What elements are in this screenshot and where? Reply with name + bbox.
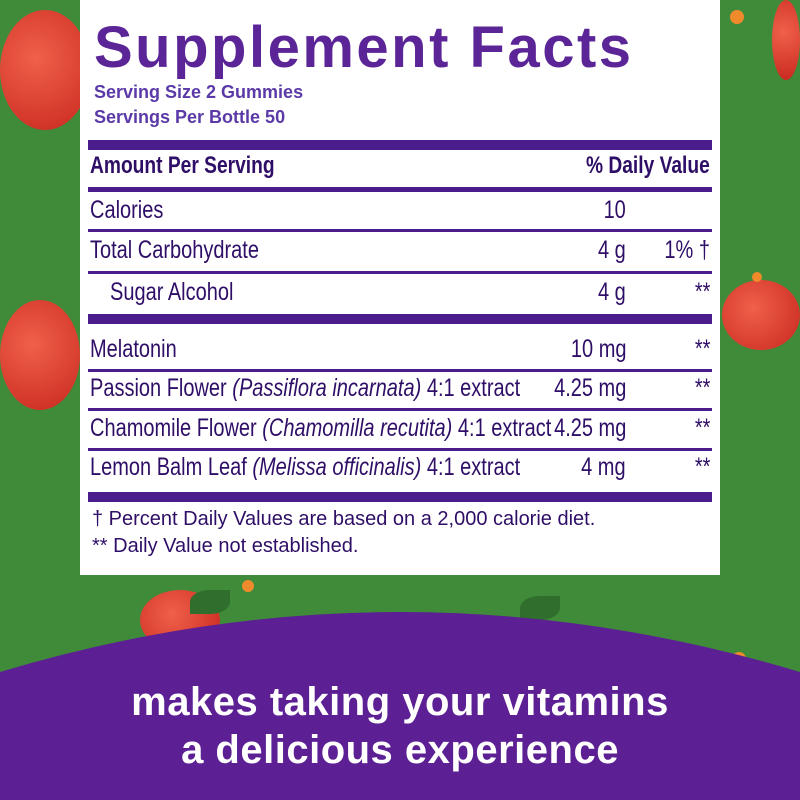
table-row: Chamomile Flower (Chamomilla recutita) 4…: [90, 414, 710, 444]
divider: [88, 229, 712, 232]
tagline-line-1: makes taking your vitamins: [131, 680, 669, 724]
divider: [88, 408, 712, 411]
header-dv: % Daily Value: [586, 152, 710, 179]
divider: [88, 492, 712, 502]
row-label: Sugar Alcohol: [110, 278, 234, 306]
tagline-line-2: a delicious experience: [181, 728, 619, 772]
row-label: Chamomile Flower (Chamomilla recutita) 4…: [90, 414, 552, 442]
row-amount: 10 mg: [570, 335, 626, 363]
panel-title: Supplement Facts: [94, 15, 634, 80]
divider: [88, 271, 712, 274]
row-label: Melatonin: [90, 335, 177, 363]
row-amount: 4 g: [598, 278, 626, 306]
divider: [88, 369, 712, 372]
row-amount: 4 g: [598, 236, 626, 264]
row-amount: 4 mg: [581, 453, 626, 481]
serving-size: Serving Size 2 Gummies: [94, 82, 304, 102]
row-dv: **: [694, 453, 710, 481]
divider: [88, 140, 712, 150]
divider: [88, 187, 712, 192]
row-dv: **: [694, 374, 710, 402]
table-row: Sugar Alcohol 4 g **: [90, 278, 710, 308]
row-amount: 4.25 mg: [553, 414, 626, 442]
table-row: Melatonin 10 mg **: [90, 335, 710, 365]
row-dv: **: [694, 278, 710, 306]
row-amount: 10: [603, 196, 626, 224]
header-amount: Amount Per Serving: [90, 152, 275, 179]
row-dv: **: [694, 414, 710, 442]
row-dv: 1% †: [664, 236, 710, 264]
purple-banner: [0, 612, 800, 800]
row-label: Passion Flower (Passiflora incarnata) 4:…: [90, 374, 521, 402]
supplement-facts-panel: Supplement Facts Serving Size 2 Gummies …: [80, 0, 720, 575]
row-label: Calories: [90, 196, 164, 224]
table-row: Passion Flower (Passiflora incarnata) 4:…: [90, 374, 710, 404]
table-row: Total Carbohydrate 4 g 1% †: [90, 236, 710, 266]
row-amount: 4.25 mg: [553, 374, 626, 402]
divider: [88, 314, 712, 324]
servings-per-container: Servings Per Bottle 50: [94, 107, 286, 127]
row-dv: **: [694, 335, 710, 363]
table-row: Lemon Balm Leaf (Melissa officinalis) 4:…: [90, 453, 710, 483]
header-row: Amount Per Serving % Daily Value: [90, 152, 710, 182]
table-row: Calories 10: [90, 196, 710, 226]
row-label: Total Carbohydrate: [90, 236, 259, 264]
footnote-dv: † Percent Daily Values are based on a 2,…: [92, 508, 596, 530]
footnote-not-established: ** Daily Value not established.: [92, 535, 359, 557]
divider: [88, 448, 712, 451]
row-label: Lemon Balm Leaf (Melissa officinalis) 4:…: [90, 453, 521, 481]
